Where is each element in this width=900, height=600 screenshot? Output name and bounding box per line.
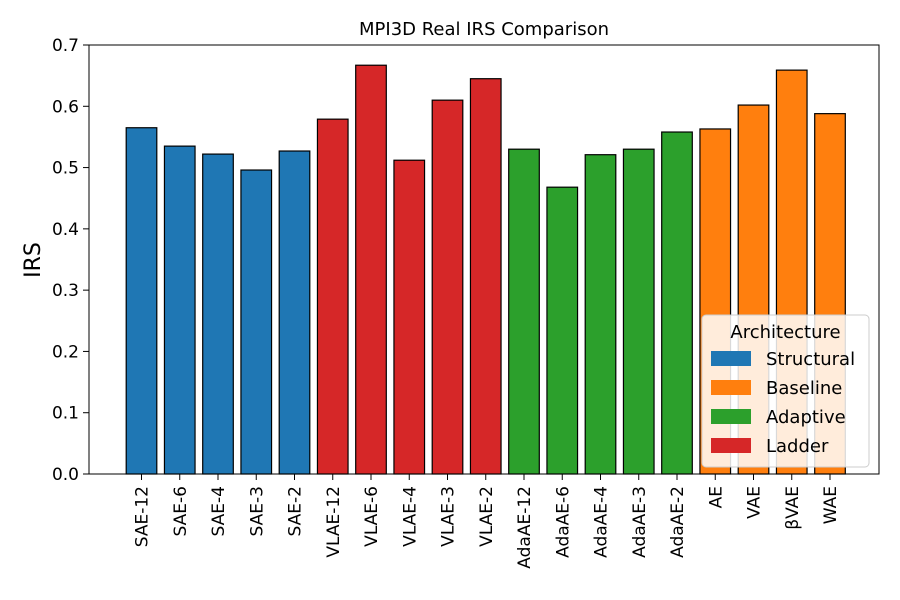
legend-swatch-adaptive — [711, 409, 751, 424]
bar-adaae-4 — [584, 154, 617, 475]
bar-sae-12 — [125, 127, 158, 475]
x-tick-label: SAE-3 — [247, 486, 267, 536]
x-tick-label: SAE-6 — [171, 486, 191, 536]
x-tick-label: VLAE-6 — [362, 486, 382, 547]
x-tick-label: AdaAE-2 — [668, 486, 688, 558]
bar-sae-3 — [240, 169, 273, 475]
legend-label-structural: Structural — [766, 349, 855, 370]
x-tick-label: VLAE-3 — [439, 486, 459, 547]
x-tick-label: VLAE-2 — [477, 486, 497, 547]
bar-adaae-12 — [508, 148, 540, 475]
x-tick-label: SAE-12 — [133, 486, 153, 547]
x-tick-label: βVAE — [783, 486, 803, 530]
bar-adaae-3 — [622, 148, 655, 475]
y-tick-label: 0.6 — [52, 97, 79, 117]
y-tick-label: 0.3 — [52, 281, 79, 301]
x-tick-label: AE — [706, 486, 726, 508]
y-tick-label: 0.5 — [52, 159, 79, 179]
x-tick-label: SAE-2 — [286, 486, 306, 536]
bar-vlae-6 — [355, 64, 387, 475]
x-tick-label: AdaAE-6 — [553, 486, 573, 558]
bar-sae-4 — [202, 153, 234, 475]
legend-label-baseline: Baseline — [766, 378, 842, 399]
x-tick-label: SAE-4 — [209, 486, 229, 536]
x-tick-label: VLAE-12 — [324, 486, 344, 558]
x-tick-label: AdaAE-4 — [592, 486, 612, 558]
x-tick-label: AdaAE-12 — [515, 486, 535, 569]
bar-adaae-6 — [546, 186, 579, 475]
legend-swatch-baseline — [711, 380, 751, 395]
legend-label-adaptive: Adaptive — [766, 407, 846, 428]
legend-title: Architecture — [730, 322, 840, 343]
y-ticks-group: 0.0 0.1 0.2 0.3 0.4 0.5 0.6 0.7 — [52, 36, 89, 485]
x-ticks-group: SAE-12 SAE-6 SAE-4 SAE-3 SAE-2 VLAE-12 VLAE-6 V… — [133, 474, 841, 569]
x-tick-label: VLAE-4 — [400, 486, 420, 547]
bar-sae-2 — [278, 150, 311, 475]
bar-adaae-2 — [661, 131, 693, 475]
bar-vlae-4 — [393, 159, 426, 475]
y-tick-label: 0.0 — [52, 465, 79, 485]
y-tick-label: 0.1 — [52, 404, 79, 424]
chart-title: MPI3D Real IRS Comparison — [359, 19, 609, 40]
x-tick-label: AdaAE-3 — [630, 486, 650, 558]
x-tick-label: WAE — [821, 486, 841, 524]
x-tick-label: VAE — [745, 486, 765, 519]
legend: Architecture Structural Baseline Adaptive La… — [701, 314, 870, 468]
bar-vlae-12 — [316, 118, 349, 475]
y-axis-label: IRS — [21, 242, 46, 278]
plot-frame — [88, 44, 880, 475]
bar-vlae-3 — [431, 99, 464, 475]
y-tick-label: 0.4 — [52, 220, 79, 240]
bar-vlae-2 — [469, 78, 502, 475]
bar-sae-6 — [163, 145, 196, 475]
legend-swatch-structural — [711, 351, 751, 366]
y-tick-label: 0.7 — [52, 36, 79, 56]
y-tick-label: 0.2 — [52, 342, 79, 362]
legend-swatch-ladder — [711, 438, 751, 453]
legend-label-ladder: Ladder — [766, 436, 829, 457]
